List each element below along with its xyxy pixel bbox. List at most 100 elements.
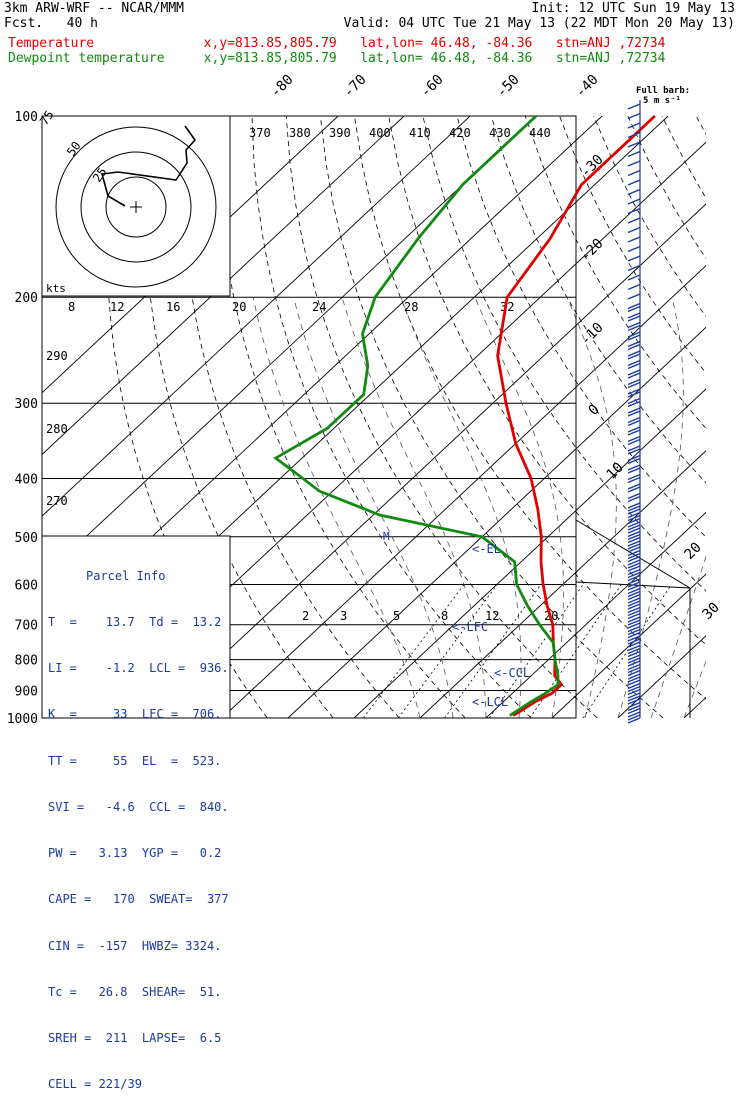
isotherm-label: 0 <box>586 402 603 419</box>
dry-adiabat <box>320 116 663 718</box>
moist-adiabat <box>684 297 740 718</box>
isotherm-label: 30 <box>700 600 723 623</box>
moist-adiabat <box>567 297 616 718</box>
dry-adiabat-label: 280 <box>46 422 68 436</box>
wind-barb <box>628 180 640 185</box>
dry-adiabat <box>286 116 597 718</box>
wind-barb <box>628 266 640 271</box>
isotherm-label: 10 <box>604 460 627 483</box>
theta-label: 430 <box>489 126 511 140</box>
dry-adiabat <box>252 116 531 718</box>
moist-adiabat <box>253 297 420 718</box>
pressure-tick-label: 200 <box>15 291 38 306</box>
parcel-row: Tc = 26.8 SHEAR= 51. <box>48 985 229 1000</box>
full-barb-title: Full barb: <box>636 86 690 96</box>
dry-adiabat <box>662 116 740 718</box>
theta-label: 440 <box>529 126 551 140</box>
mixing-ratio-label: 8 <box>441 609 448 623</box>
wind-barb <box>628 171 640 176</box>
speed-label: 24 <box>312 300 326 314</box>
mixed-layer-marker: M <box>383 530 390 543</box>
pressure-tick-label: 300 <box>15 397 38 412</box>
wind-barb <box>628 104 640 109</box>
wind-barb <box>628 237 640 242</box>
speed-label: 8 <box>68 300 75 314</box>
parcel-row: LI = -1.2 LCL = 936. <box>48 661 229 676</box>
dry-adiabat <box>560 116 740 718</box>
theta-label: 390 <box>329 126 351 140</box>
theta-label: 370 <box>249 126 271 140</box>
wind-barb <box>628 247 640 252</box>
parcel-row: T = 13.7 Td = 13.2 <box>48 615 229 630</box>
dry-adiabat <box>730 116 740 718</box>
theta-label: 420 <box>449 126 471 140</box>
isotherm-line <box>288 116 740 718</box>
isotherm-label: -60 <box>418 72 447 101</box>
parcel-row: CIN = -157 HWBZ= 3324. <box>48 939 229 954</box>
isotherm-label: -10 <box>578 320 607 349</box>
full-barb-unit: 5 m s⁻¹ <box>643 96 681 106</box>
theta-label: 400 <box>369 126 391 140</box>
parcel-level-marker: <-LFC <box>452 620 488 634</box>
pressure-tick-label: 1000 <box>7 712 38 727</box>
isotherm-line <box>156 116 740 718</box>
pressure-tick-label: 900 <box>15 684 38 699</box>
pressure-tick-label: 800 <box>15 654 38 669</box>
isotherm-label: -70 <box>341 72 370 101</box>
mixing-ratio-label: 5 <box>393 609 400 623</box>
isotherm-label: -40 <box>573 72 602 101</box>
dewpoint-trace <box>276 116 558 715</box>
wind-barb <box>628 114 640 119</box>
parcel-row: SVI = -4.6 CCL = 840. <box>48 800 229 815</box>
pressure-tick-label: 100 <box>15 110 38 125</box>
speed-label: 12 <box>110 300 124 314</box>
speed-label: 28 <box>404 300 418 314</box>
mixing-ratio-label: 3 <box>340 609 347 623</box>
parcel-level-marker: <-EL <box>472 542 501 556</box>
isotherm-label: -20 <box>578 236 607 265</box>
theta-label: 410 <box>409 126 431 140</box>
dry-adiabat <box>525 116 740 718</box>
pressure-tick-label: 400 <box>15 472 38 487</box>
pressure-tick-label: 500 <box>15 531 38 546</box>
parcel-info-title: Parcel Info <box>86 569 229 584</box>
dry-adiabat <box>696 116 740 718</box>
dry-adiabat-label: 290 <box>46 349 68 363</box>
theta-label: 380 <box>289 126 311 140</box>
parcel-row: PW = 3.13 YGP = 0.2 <box>48 846 229 861</box>
isotherm-label: 20 <box>682 540 705 563</box>
isotherm-label: -80 <box>268 72 297 101</box>
parcel-row: TT = 55 EL = 523. <box>48 754 229 769</box>
wind-barb <box>628 228 640 233</box>
hodo-kts-label: kts <box>46 282 66 295</box>
isotherm-line <box>684 116 740 718</box>
isotherm-label: -50 <box>494 72 523 101</box>
moist-adiabat <box>475 297 564 718</box>
mixing-ratio-line <box>583 584 671 718</box>
mixing-ratio-label: 2 <box>302 609 309 623</box>
pressure-tick-label: 700 <box>15 619 38 634</box>
dry-adiabat <box>389 116 740 718</box>
wind-barb <box>628 161 640 166</box>
moist-adiabat <box>618 297 683 718</box>
wind-barb <box>628 218 640 223</box>
parcel-level-marker: <-CCL <box>494 666 530 680</box>
parcel-info-box: Parcel Info T = 13.7 Td = 13.2 LI = -1.2… <box>48 538 229 1108</box>
pressure-tick-label: 600 <box>15 578 38 593</box>
speed-label: 16 <box>166 300 180 314</box>
moist-adiabat <box>294 297 453 718</box>
wind-barb <box>628 256 640 261</box>
dry-adiabat <box>628 116 740 718</box>
dry-adiabat <box>218 116 465 718</box>
parcel-row: SREH = 211 LAPSE= 6.5 <box>48 1031 229 1046</box>
wind-barb <box>628 285 640 290</box>
wind-barb <box>628 190 640 195</box>
parcel-row: K = 33 LFC = 706. <box>48 707 229 722</box>
dry-adiabat-label: 270 <box>46 494 68 508</box>
parcel-row: CAPE = 170 SWEAT= 377 <box>48 892 229 907</box>
parcel-row: CELL = 221/39 <box>48 1077 229 1092</box>
dry-adiabat <box>491 116 740 718</box>
speed-label: 20 <box>232 300 246 314</box>
parcel-level-marker: <-LCL <box>472 695 508 709</box>
isotherm-line <box>486 116 740 718</box>
